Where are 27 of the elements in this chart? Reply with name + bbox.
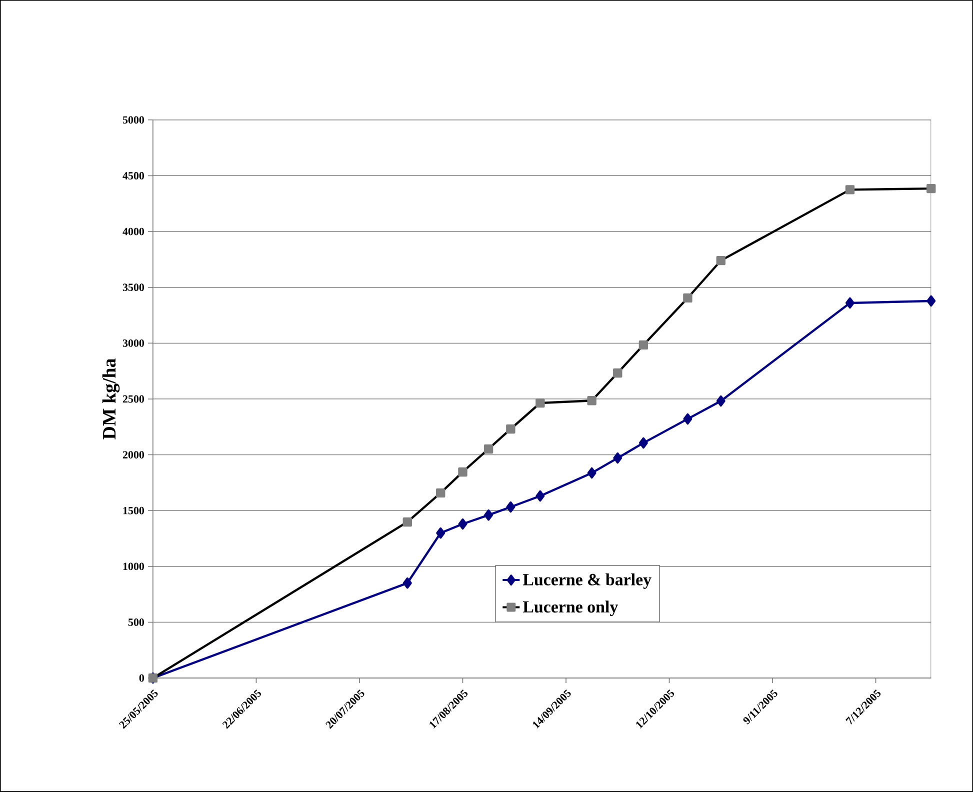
y-axis-title: DM kg/ha bbox=[102, 358, 120, 440]
point bbox=[716, 395, 726, 407]
point bbox=[484, 509, 494, 521]
point bbox=[683, 413, 692, 425]
point bbox=[845, 297, 854, 309]
y-tick-label: 4000 bbox=[122, 228, 144, 236]
y-tick-label: 2500 bbox=[122, 395, 144, 403]
y-tick-label: 1000 bbox=[123, 562, 144, 570]
point bbox=[436, 527, 446, 539]
point bbox=[506, 501, 516, 513]
point bbox=[587, 467, 596, 479]
point bbox=[638, 437, 648, 449]
point bbox=[613, 452, 622, 464]
y-tick-label: 3000 bbox=[122, 339, 144, 347]
y-tick-label: 500 bbox=[128, 618, 144, 626]
point bbox=[402, 577, 412, 589]
point bbox=[458, 518, 468, 530]
y-tick-label: 1500 bbox=[123, 506, 144, 514]
legend-label: Lucerne only bbox=[522, 600, 618, 616]
y-tick-label: 4500 bbox=[122, 172, 144, 180]
y-tick-label: 2000 bbox=[122, 451, 144, 458]
point bbox=[536, 490, 545, 502]
y-tick-label: 5000 bbox=[122, 116, 144, 124]
legend-label: Lucerne & barley bbox=[522, 573, 652, 589]
point bbox=[926, 295, 936, 307]
y-tick-label: 0 bbox=[139, 674, 144, 682]
y-tick-label: 3500 bbox=[122, 284, 144, 292]
